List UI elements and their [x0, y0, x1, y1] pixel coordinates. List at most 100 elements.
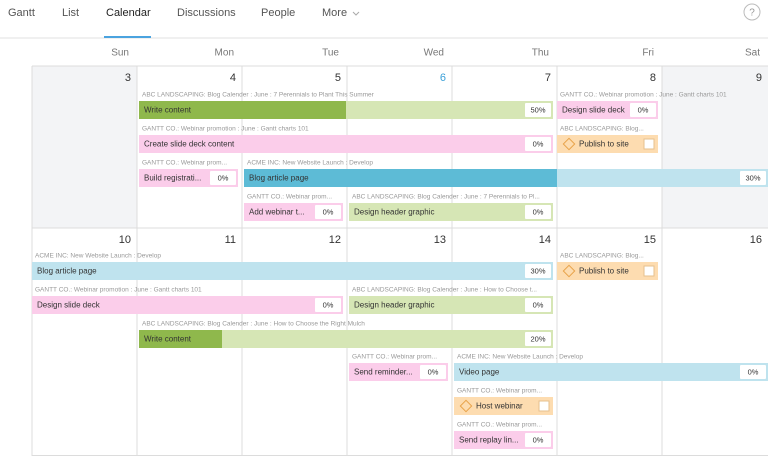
task-bar[interactable] — [454, 363, 768, 381]
date-number: 3 — [125, 72, 131, 84]
milestone-diamond — [562, 137, 576, 151]
nav-tab[interactable]: People — [261, 7, 295, 19]
task-project: GANTT CO.: Webinar promotion : June : Ga… — [142, 126, 309, 133]
date-number: 5 — [335, 72, 341, 84]
task-name[interactable]: Write content — [144, 106, 192, 115]
nav-tab[interactable]: Discussions — [177, 7, 236, 19]
progress-badge — [525, 103, 551, 117]
date-number: 10 — [119, 234, 131, 246]
past-day-cell — [32, 66, 137, 228]
progress-label: 20% — [530, 334, 545, 343]
day-header: Sun — [111, 48, 129, 59]
task-project: ACME INC: New Website Launch : Develop — [247, 160, 373, 167]
progress-badge — [525, 298, 551, 312]
progress-label: 0% — [323, 300, 334, 309]
help-icon[interactable]: ? — [749, 8, 755, 19]
progress-badge — [525, 332, 551, 346]
date-number: 15 — [644, 234, 656, 246]
date-number: 11 — [225, 234, 236, 246]
date-number: 7 — [545, 72, 551, 84]
task-project: GANTT CO.: Webinar promotion : June : Ga… — [35, 287, 202, 294]
day-header: Sat — [745, 48, 760, 59]
milestone-diamond — [459, 399, 473, 413]
task-project: ACME INC: New Website Launch : Develop — [457, 354, 583, 361]
progress-badge — [740, 171, 766, 185]
nav-tab[interactable]: Gantt — [8, 7, 35, 19]
task-name[interactable]: Write content — [144, 335, 192, 344]
progress-label: 50% — [530, 105, 545, 114]
task-project: GANTT CO.: Webinar prom... — [247, 194, 332, 201]
task-project: GANTT CO.: Webinar prom... — [142, 160, 227, 167]
progress-label: 0% — [638, 105, 649, 114]
task-bar[interactable] — [349, 203, 553, 221]
task-project: ABC LANDSCAPING: Blog... — [560, 126, 644, 133]
task-name[interactable]: Build registrati... — [144, 174, 201, 183]
task-bar[interactable] — [139, 330, 553, 348]
task-project: ABC LANDSCAPING: Blog Calender : June : … — [142, 92, 375, 99]
task-project: GANTT CO.: Webinar prom... — [352, 354, 437, 361]
task-bar[interactable] — [32, 296, 343, 314]
date-number: 14 — [539, 234, 551, 246]
milestone-checkbox[interactable] — [538, 400, 550, 412]
day-header: Wed — [424, 48, 444, 59]
nav-tab[interactable]: Calendar — [106, 7, 151, 19]
progress-label: 0% — [218, 173, 229, 182]
task-bar[interactable] — [454, 397, 553, 415]
more-caret[interactable] — [352, 11, 360, 16]
progress-badge — [210, 171, 236, 185]
active-tab-underline — [104, 36, 151, 38]
progress-label: 0% — [323, 207, 334, 216]
progress-label: 0% — [428, 367, 439, 376]
task-name[interactable]: Video page — [459, 368, 500, 377]
task-bar[interactable] — [139, 135, 553, 153]
task-name[interactable]: Send reminder... — [354, 368, 413, 377]
progress-badge — [525, 433, 551, 447]
help-button[interactable] — [743, 3, 761, 21]
task-progress-fill — [139, 101, 346, 119]
day-header: Tue — [322, 48, 339, 59]
progress-badge — [525, 264, 551, 278]
progress-label: 30% — [530, 266, 545, 275]
task-project: ABC LANDSCAPING: Blog Calender : June : … — [352, 287, 537, 294]
task-name[interactable]: Design header graphic — [354, 208, 435, 217]
task-name[interactable]: Send replay lin... — [459, 436, 519, 445]
date-number: 8 — [650, 72, 656, 84]
progress-badge — [420, 365, 446, 379]
nav-tab[interactable]: More — [322, 7, 347, 19]
task-name[interactable]: Host webinar — [476, 402, 523, 411]
task-project: ACME INC: New Website Launch : Develop — [35, 253, 161, 260]
task-bar[interactable] — [349, 296, 553, 314]
date-number: 6 — [440, 72, 446, 84]
task-progress-fill — [244, 169, 557, 187]
progress-label: 30% — [745, 173, 760, 182]
nav-tab[interactable]: List — [62, 7, 79, 19]
task-name[interactable]: Create slide deck content — [144, 140, 235, 149]
task-project: ABC LANDSCAPING: Blog Calender : June : … — [352, 194, 540, 201]
date-number: 16 — [750, 234, 762, 246]
milestone-checkbox[interactable] — [643, 265, 655, 277]
task-project: GANTT CO.: Webinar prom... — [457, 422, 542, 429]
task-name[interactable]: Blog article page — [37, 267, 97, 276]
task-bar[interactable] — [557, 135, 658, 153]
task-bar[interactable] — [32, 262, 553, 280]
progress-label: 0% — [748, 367, 759, 376]
task-name[interactable]: Design slide deck — [562, 106, 626, 115]
task-name[interactable]: Add webinar t... — [249, 208, 305, 217]
progress-badge — [740, 365, 766, 379]
past-day-cell — [662, 66, 768, 228]
task-name[interactable]: Design slide deck — [37, 301, 101, 310]
progress-badge — [315, 205, 341, 219]
day-header: Fri — [642, 48, 654, 59]
task-name[interactable]: Publish to site — [579, 140, 629, 149]
progress-badge — [315, 298, 341, 312]
task-name[interactable]: Design header graphic — [354, 301, 435, 310]
progress-badge — [525, 205, 551, 219]
task-bar[interactable] — [557, 262, 658, 280]
task-name[interactable]: Publish to site — [579, 267, 629, 276]
task-project: ABC LANDSCAPING: Blog Calender : June : … — [142, 321, 365, 328]
progress-badge — [525, 137, 551, 151]
milestone-checkbox[interactable] — [643, 138, 655, 150]
task-project: GANTT CO.: Webinar prom... — [457, 388, 542, 395]
task-name[interactable]: Blog article page — [249, 174, 309, 183]
